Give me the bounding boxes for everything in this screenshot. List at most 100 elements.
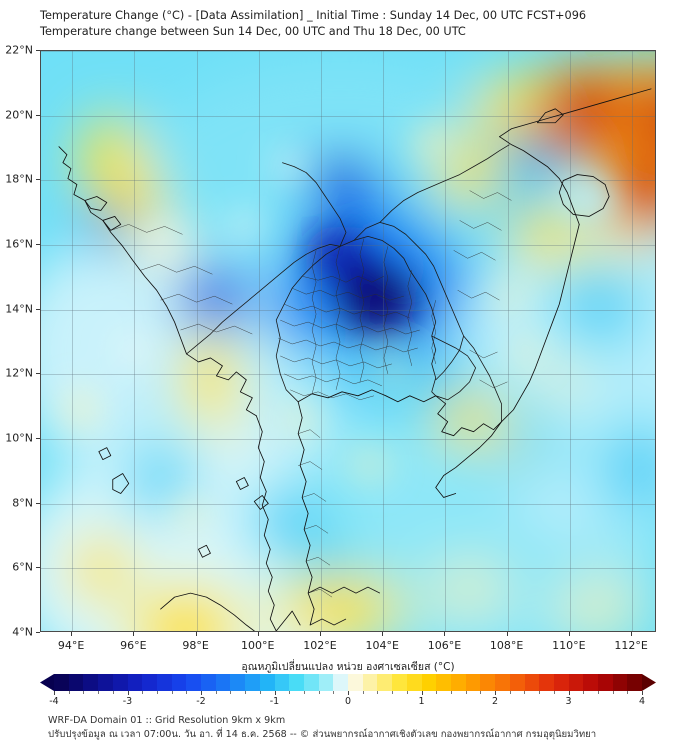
colorbar-minor-tick: [377, 691, 379, 694]
colorbar-segment: [465, 674, 481, 691]
y-axis-tick: [36, 502, 40, 504]
colorbar-segment: [612, 674, 628, 691]
colorbar-tick-label: -3: [122, 696, 133, 707]
colorbar-minor-tick: [98, 691, 100, 694]
colorbar-under-cap: [40, 674, 54, 691]
colorbar-segment: [509, 674, 525, 691]
colorbar-tick: [642, 691, 643, 695]
y-axis-label: 14°N: [5, 302, 33, 316]
x-axis-label: 94°E: [57, 639, 85, 652]
colorbar-minor-tick: [436, 691, 438, 694]
colorbar-segment: [142, 674, 157, 691]
colorbar-tick-label: 4: [638, 696, 646, 707]
colorbar-tick-label: -4: [49, 696, 59, 707]
footer-line-1: WRF-DA Domain 01 :: Grid Resolution 9km …: [48, 715, 286, 726]
x-axis-label: 110°E: [552, 639, 586, 652]
colorbar-minor-tick: [333, 691, 335, 694]
colorbar-tick-label: 0: [344, 696, 352, 707]
colorbar-segment: [127, 674, 143, 691]
map-plot: [40, 50, 656, 632]
y-axis-tick: [36, 50, 40, 51]
colorbar-minor-tick: [450, 691, 452, 694]
colorbar-tick: [127, 691, 129, 695]
colorbar-tick-label: 2: [491, 696, 499, 707]
chart-title-block: Temperature Change (°C) - [Data Assimila…: [40, 8, 660, 40]
y-axis-label: 6°N: [12, 560, 33, 574]
colorbar-segment: [333, 674, 349, 691]
colorbar-segment: [495, 674, 510, 691]
colorbar-minor-tick: [583, 691, 585, 694]
x-axis-label: 100°E: [241, 639, 275, 652]
colorbar-segment: [303, 674, 319, 691]
colorbar-minor-tick: [553, 691, 555, 694]
colorbar-minor-tick: [480, 691, 482, 694]
y-axis-label: 4°N: [12, 625, 33, 639]
colorbar-segment: [480, 674, 496, 691]
colorbar-tick: [54, 691, 55, 695]
colorbar-title: อุณหภูมิเปลี่ยนแปลง หน่วย องศาเซลเซียส (…: [241, 661, 455, 673]
colorbar-segment: [553, 674, 569, 691]
colorbar-segment: [156, 674, 172, 691]
colorbar-minor-tick: [465, 691, 467, 694]
colorbar-segment: [259, 674, 275, 691]
colorbar-tick: [421, 691, 423, 695]
colorbar-tick: [201, 691, 202, 695]
y-axis-tick: [36, 244, 40, 245]
x-axis-label: 102°E: [303, 639, 337, 652]
colorbar-tick: [348, 691, 349, 695]
colorbar-segment: [186, 674, 202, 691]
colorbar-minor-tick: [68, 691, 70, 694]
colorbar-minor-tick: [539, 691, 541, 694]
temperature-change-field: [41, 51, 655, 631]
x-axis-tick: [71, 632, 73, 636]
x-axis-tick: [631, 632, 633, 636]
colorbar-segment: [450, 674, 466, 691]
y-axis-label: 22°N: [5, 43, 33, 57]
colorbar-segment: [201, 674, 216, 691]
x-axis-label: 108°E: [489, 639, 524, 652]
colorbar-minor-tick: [171, 691, 173, 694]
y-axis-label: 10°N: [5, 431, 33, 445]
colorbar-segment: [289, 674, 304, 691]
footer-block: WRF-DA Domain 01 :: Grid Resolution 9km …: [48, 714, 664, 742]
colorbar-minor-tick: [186, 691, 188, 694]
colorbar-segment: [583, 674, 599, 691]
colorbar-segment: [539, 674, 554, 691]
colorbar-segment: [377, 674, 393, 691]
colorbar-segment: [274, 674, 290, 691]
colorbar-tick-label: -2: [196, 696, 206, 707]
colorbar-tick: [495, 691, 496, 695]
colorbar-segment: [68, 674, 84, 691]
colorbar-strip: [54, 674, 643, 691]
y-axis-label: 18°N: [5, 172, 33, 186]
colorbar-row: [40, 674, 656, 691]
colorbar-axis: -4 -3 -2 -1 0 1 2 3 4: [49, 691, 646, 708]
x-axis-tick: [320, 632, 321, 636]
colorbar-over-cap: [642, 674, 656, 691]
colorbar-minor-tick: [318, 691, 320, 694]
y-axis-tick: [36, 632, 40, 633]
colorbar-segment: [83, 674, 99, 691]
x-axis-label: 112°E: [614, 639, 648, 652]
colorbar-minor-tick: [215, 691, 217, 694]
colorbar-minor-tick: [627, 691, 629, 694]
colorbar-minor-tick: [112, 691, 114, 694]
x-axis-label: 104°E: [365, 639, 399, 652]
colorbar-segment: [112, 674, 128, 691]
y-axis-label: 20°N: [5, 108, 33, 122]
y-axis-tick: [36, 438, 40, 439]
colorbar-segment: [436, 674, 451, 691]
colorbar-minor-tick: [597, 691, 599, 694]
x-axis-tick: [133, 632, 135, 636]
colorbar-minor-tick: [156, 691, 158, 694]
title-line-1: Temperature Change (°C) - [Data Assimila…: [40, 9, 587, 22]
colorbar-minor-tick: [392, 691, 394, 694]
y-axis-tick: [36, 373, 40, 375]
y-axis-label: 8°N: [12, 496, 33, 510]
y-axis-tick: [36, 308, 40, 310]
colorbar-minor-tick: [524, 691, 526, 694]
x-axis-tick: [382, 632, 384, 636]
colorbar-segment: [598, 674, 613, 691]
colorbar-minor-tick: [362, 691, 364, 694]
colorbar-minor-tick: [612, 691, 614, 694]
